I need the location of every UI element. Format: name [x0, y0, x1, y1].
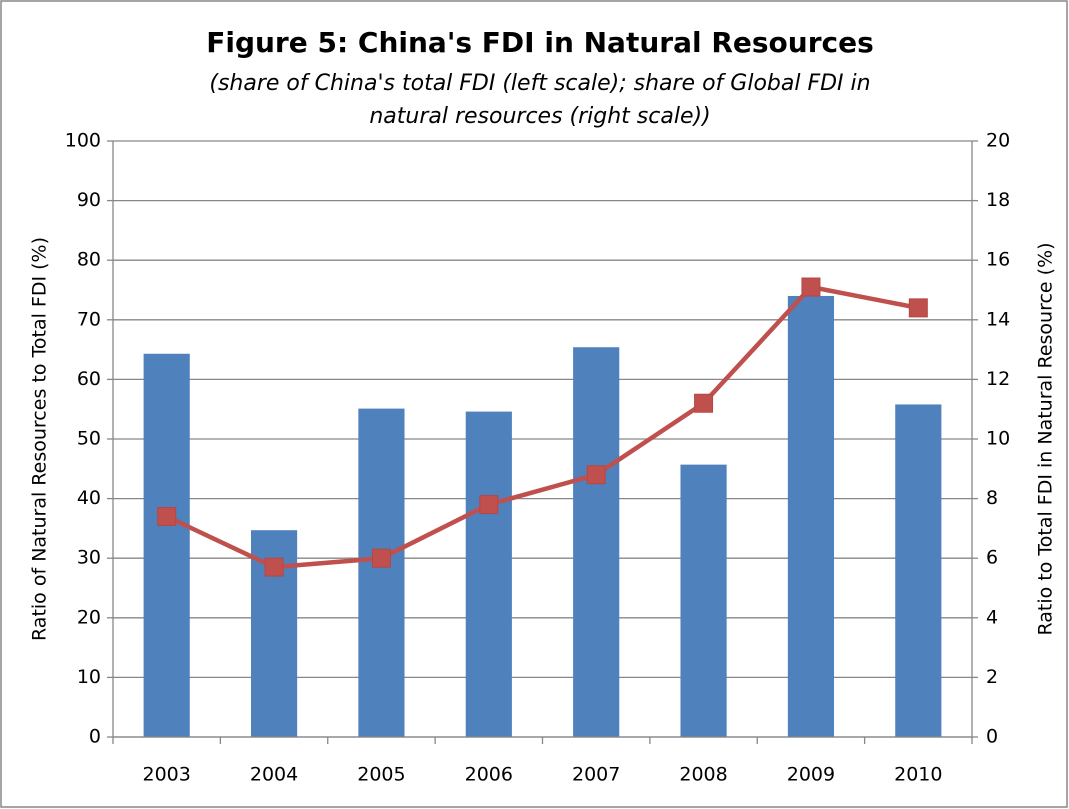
x-tick-label: 2009 — [787, 764, 835, 786]
marker — [694, 393, 714, 413]
marker — [264, 557, 284, 577]
y-tick-label: 90 — [77, 189, 101, 211]
marker — [908, 298, 928, 318]
x-tick-label: 2006 — [465, 764, 513, 786]
x-tick-label: 2008 — [679, 764, 727, 786]
y-tick-label: 60 — [77, 368, 101, 390]
x-tick-label: 2003 — [143, 764, 191, 786]
chart-subtitle: (share of China's total FDI (left scale)… — [209, 71, 870, 96]
y-tick-label: 70 — [77, 308, 101, 330]
x-tick-label: 2007 — [572, 764, 620, 786]
marker — [801, 277, 821, 297]
y-tick-label: 100 — [65, 130, 101, 152]
chart-subtitle: natural resources (right scale)) — [369, 104, 710, 129]
y-tick-label: 40 — [77, 487, 101, 509]
y2-tick-label: 0 — [986, 726, 998, 748]
x-tick-label: 2005 — [357, 764, 405, 786]
line — [165, 284, 919, 570]
bar — [143, 353, 190, 737]
y2-tick-label: 14 — [986, 308, 1010, 330]
y-tick-label: 0 — [89, 726, 101, 748]
bar — [358, 408, 405, 737]
y-tick-label: 50 — [77, 428, 101, 450]
y2-tick-label: 20 — [986, 130, 1010, 152]
y2-tick-label: 6 — [986, 547, 998, 569]
bar — [465, 411, 512, 737]
y2-tick-label: 16 — [986, 249, 1010, 271]
y-axis-label: Ratio of Natural Resources to Total FDI … — [29, 237, 51, 641]
y2-tick-label: 4 — [986, 606, 998, 628]
y2-tick-label: 12 — [986, 368, 1010, 390]
bar — [895, 404, 942, 737]
marker — [479, 495, 499, 515]
marker — [586, 465, 606, 485]
y-tick-label: 80 — [77, 249, 101, 271]
bar — [787, 295, 835, 737]
chart-title: Figure 5: China's FDI in Natural Resourc… — [206, 26, 874, 59]
y2-tick-label: 8 — [986, 487, 998, 509]
y-tick-label: 10 — [77, 666, 101, 688]
x-tick-label: 2010 — [894, 764, 942, 786]
y2-tick-label: 10 — [986, 428, 1010, 450]
y2-tick-label: 18 — [986, 189, 1010, 211]
x-tick-label: 2004 — [250, 764, 298, 786]
marker — [157, 506, 177, 526]
y-tick-label: 20 — [77, 606, 101, 628]
y2-axis-label: Ratio to Total FDI in Natural Resource (… — [1035, 242, 1057, 635]
y2-tick-label: 2 — [986, 666, 998, 688]
marker — [371, 548, 391, 568]
bar — [680, 464, 727, 737]
bar — [573, 347, 620, 737]
y-tick-label: 30 — [77, 547, 101, 569]
